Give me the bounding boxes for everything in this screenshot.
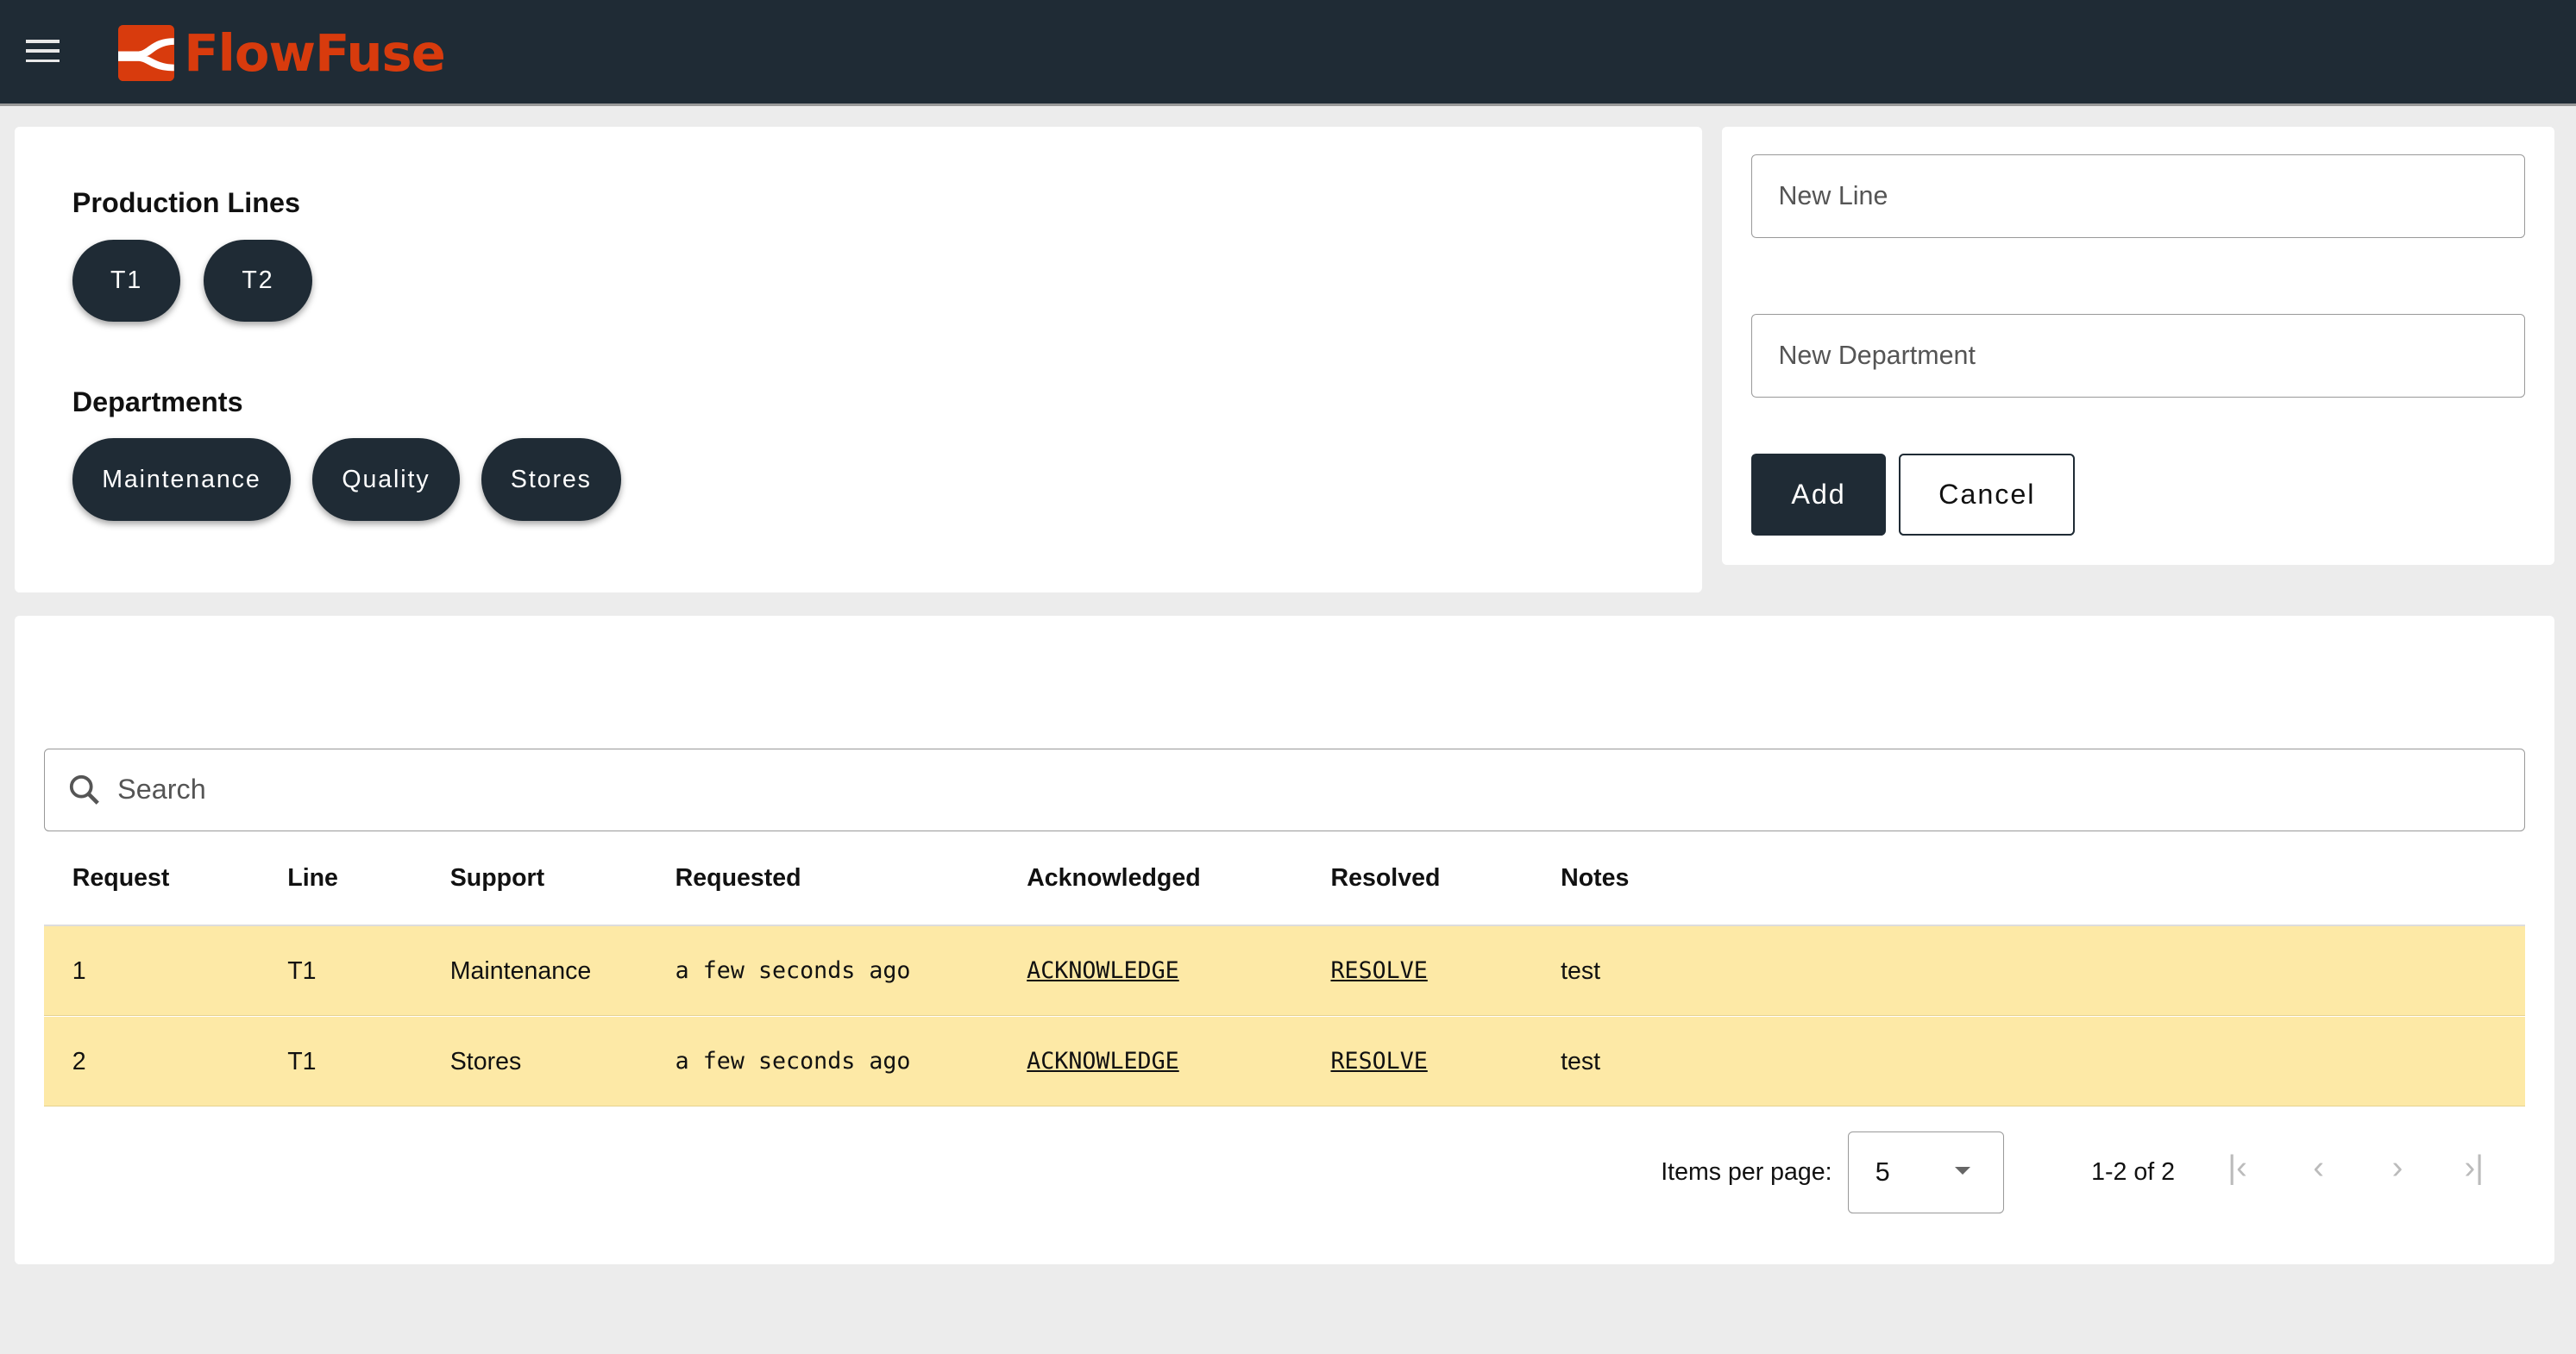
next-page-icon[interactable]: ›	[2391, 1150, 2403, 1186]
resolve-link[interactable]: RESOLVE	[1330, 1047, 1428, 1075]
cell-notes: test	[1561, 957, 1601, 986]
previous-page-icon[interactable]: ‹	[2313, 1150, 2324, 1186]
department-chip-quality[interactable]: Quality	[311, 438, 461, 521]
page-range: 1-2 of 2	[2091, 1157, 2175, 1186]
top-bar: FlowFuse	[0, 0, 2576, 106]
header-divider	[44, 925, 2525, 926]
new-department-input[interactable]: New Department	[1750, 313, 2525, 398]
search-icon	[69, 774, 99, 805]
column-header-resolved[interactable]: Resolved	[1330, 863, 1441, 892]
acknowledge-link[interactable]: ACKNOWLEDGE	[1027, 957, 1179, 985]
column-header-request[interactable]: Request	[72, 863, 170, 892]
cell-notes: test	[1561, 1047, 1601, 1075]
cell-line: T1	[287, 957, 317, 986]
line-chip-t2[interactable]: T2	[204, 240, 312, 323]
cell-support: Maintenance	[449, 957, 592, 986]
column-header-line[interactable]: Line	[287, 863, 338, 892]
column-header-acknowledged[interactable]: Acknowledged	[1027, 863, 1201, 892]
cell-support: Stores	[449, 1047, 522, 1075]
cell-requested: a few seconds ago	[675, 1047, 911, 1075]
department-chip-maintenance[interactable]: Maintenance	[72, 438, 292, 521]
line-chip-t1[interactable]: T1	[72, 240, 181, 323]
brand-name: FlowFuse	[184, 22, 445, 83]
table-row: 2 T1 Stores a few seconds ago ACKNOWLEDG…	[44, 1016, 2525, 1106]
lists-card: Production Lines T1 T2 Departments Maint…	[15, 126, 1702, 593]
search-placeholder: Search	[117, 774, 206, 806]
production-lines-title: Production Lines	[72, 187, 301, 219]
logo: FlowFuse	[118, 22, 446, 83]
search-input[interactable]: Search	[44, 749, 2525, 831]
column-header-requested[interactable]: Requested	[675, 863, 801, 892]
dropdown-arrow-icon	[1955, 1167, 1971, 1175]
flowfuse-logo-icon	[118, 24, 174, 81]
form-card: New Line New Department Add Cancel	[1721, 126, 2555, 566]
table-row: 1 T1 Maintenance a few seconds ago ACKNO…	[44, 926, 2525, 1016]
acknowledge-link[interactable]: ACKNOWLEDGE	[1027, 1047, 1179, 1075]
hamburger-icon[interactable]	[26, 39, 60, 69]
items-per-page-select[interactable]: 5	[1848, 1131, 2005, 1214]
department-chip-stores[interactable]: Stores	[481, 438, 621, 521]
add-button[interactable]: Add	[1750, 453, 1887, 536]
cell-requested: a few seconds ago	[675, 957, 911, 985]
resolve-link[interactable]: RESOLVE	[1330, 957, 1428, 985]
column-header-support[interactable]: Support	[449, 863, 545, 892]
items-per-page-label: Items per page:	[1661, 1157, 1832, 1186]
items-per-page-value: 5	[1875, 1157, 1890, 1188]
last-page-icon[interactable]: ›|	[2464, 1150, 2485, 1186]
cell-line: T1	[287, 1047, 317, 1075]
new-line-input[interactable]: New Line	[1750, 154, 2525, 239]
cell-request: 1	[72, 957, 86, 986]
first-page-icon[interactable]: |‹	[2227, 1150, 2247, 1186]
departments-title: Departments	[72, 386, 243, 417]
cell-request: 2	[72, 1047, 86, 1075]
column-header-notes[interactable]: Notes	[1561, 863, 1630, 892]
cancel-button[interactable]: Cancel	[1899, 453, 2076, 536]
